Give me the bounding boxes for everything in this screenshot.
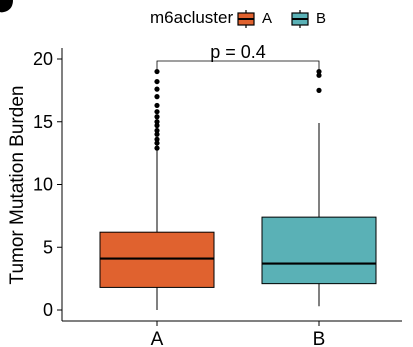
p-value-label: p = 0.4 bbox=[210, 42, 266, 62]
outlier-point bbox=[154, 136, 160, 142]
box-iqr bbox=[261, 216, 377, 285]
legend-label-b: B bbox=[316, 10, 326, 27]
box-a bbox=[99, 68, 215, 310]
legend-label-a: A bbox=[262, 10, 272, 27]
y-tick-label: 20 bbox=[33, 49, 53, 69]
box-iqr bbox=[99, 231, 215, 288]
outlier-point bbox=[154, 68, 160, 75]
x-tick-label: A bbox=[151, 329, 164, 347]
outlier-point bbox=[154, 119, 160, 125]
outlier-point bbox=[154, 145, 160, 151]
significance-bracket: p = 0.4 bbox=[156, 42, 320, 70]
y-axis-title: Tumor Mutation Burden bbox=[7, 86, 28, 285]
outlier-point bbox=[154, 114, 160, 120]
outlier-point bbox=[154, 86, 160, 92]
bracket-line bbox=[156, 60, 320, 70]
legend-key-b bbox=[291, 10, 309, 28]
y-tick-label: 15 bbox=[33, 112, 53, 132]
legend: m6acluster A B bbox=[150, 8, 326, 28]
y-tick-label: 0 bbox=[43, 300, 53, 320]
outlier-point bbox=[154, 122, 160, 129]
y-ticks: 0 5 10 15 20 bbox=[33, 49, 62, 320]
outlier-point bbox=[316, 87, 322, 93]
outlier-point bbox=[154, 102, 160, 109]
outlier-point bbox=[154, 94, 160, 100]
outlier-point bbox=[154, 78, 160, 85]
legend-key-a bbox=[237, 10, 255, 28]
outlier-point bbox=[154, 109, 160, 115]
outlier-point bbox=[316, 68, 322, 75]
x-tick-label: B bbox=[313, 329, 326, 347]
box-b bbox=[261, 68, 377, 307]
boxes bbox=[99, 68, 377, 310]
outlier-point bbox=[154, 127, 160, 134]
outlier-point bbox=[316, 72, 322, 78]
legend-title: m6acluster bbox=[150, 8, 233, 27]
outlier-point bbox=[154, 140, 160, 146]
panel-label-fragment bbox=[0, 0, 13, 13]
y-tick-label: 10 bbox=[33, 175, 53, 195]
y-tick-label: 5 bbox=[43, 237, 53, 257]
outlier-point bbox=[154, 131, 160, 137]
